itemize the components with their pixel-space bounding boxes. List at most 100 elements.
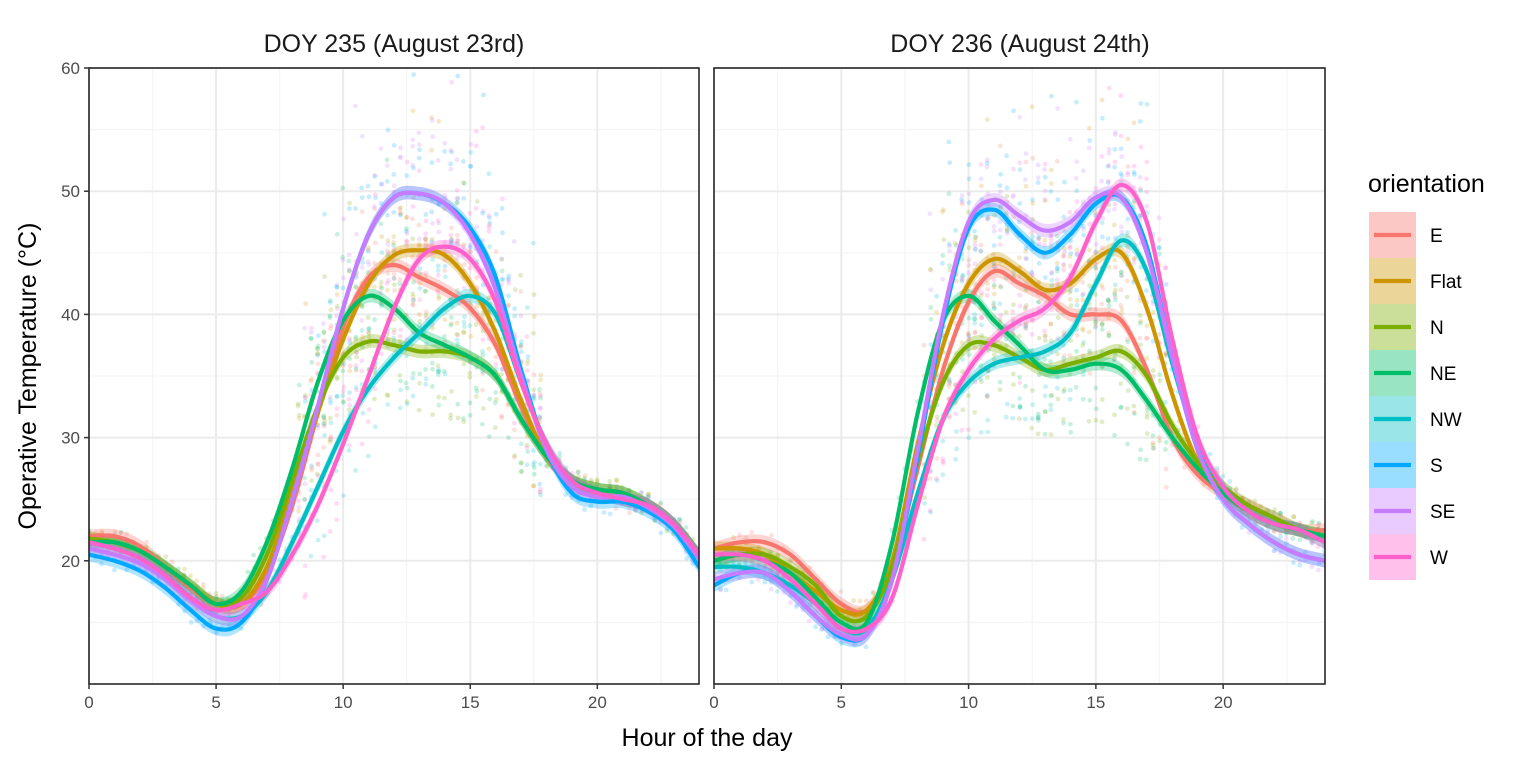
scatter-point [984,392,990,398]
scatter-point [378,200,384,206]
scatter-point [997,189,1003,195]
scatter-point [1004,401,1010,407]
scatter-point [1042,197,1048,202]
scatter-point [934,293,940,299]
scatter-point [1137,212,1143,218]
plot-area [89,72,699,637]
scatter-point [978,376,984,382]
scatter-point [328,400,334,406]
scatter-point [505,402,511,408]
scatter-point [480,387,485,393]
scatter-point [454,255,460,261]
scatter-point [1143,457,1149,463]
scatter-point [423,236,429,242]
legend-label: S [1430,456,1443,477]
panels-layer: 0 5 10 15 20 20 30 40 50 60 0 5 10 15 20 [61,59,1326,712]
scatter-point [429,147,434,153]
scatter-point [321,338,327,344]
scatter-point [454,196,460,201]
scatter-point [322,211,327,217]
scatter-point [934,478,940,483]
scatter-point [468,163,473,169]
scatter-point [984,117,990,123]
scatter-point [1010,382,1016,387]
scatter-point [946,139,952,145]
scatter-point [1296,522,1302,528]
scatter-point [652,518,658,524]
scatter-point [928,509,934,515]
scatter-point [486,346,492,352]
scatter-point [1112,257,1118,263]
scatter-point [1150,309,1156,315]
scatter-point [315,537,321,543]
scatter-point [499,257,505,263]
scatter-point [1042,333,1048,338]
scatter-point [1303,534,1309,540]
scatter-point [1162,399,1168,405]
scatter-point [1080,325,1086,331]
scatter-point [455,73,461,79]
scatter-point [921,342,927,348]
scatter-point [749,579,755,585]
scatter-point [1125,233,1131,239]
scatter-point [385,336,391,342]
scatter-point [960,272,966,278]
scatter-point [1029,425,1035,431]
scatter-point [397,372,403,378]
scatter-point [1124,229,1130,235]
scatter-point [435,263,441,269]
scatter-point [1271,528,1277,534]
scatter-point [385,241,391,247]
scatter-point [1067,296,1073,302]
scatter-point [334,394,340,399]
scatter-point [1029,331,1035,337]
scatter-point [979,322,984,328]
scatter-point [1074,302,1080,308]
scatter-point [684,555,690,561]
scatter-point [417,380,422,386]
scatter-point [512,313,518,319]
scatter-point [1105,236,1111,242]
scatter-point [487,215,492,221]
scatter-point [1131,364,1137,370]
scatter-point [144,539,150,545]
scatter-point [371,204,377,209]
scatter-point [1061,261,1067,267]
scatter-point [1054,266,1060,272]
scatter-point [385,393,391,399]
scatter-point [1017,404,1023,410]
scatter-point [378,279,384,285]
scatter-point [449,388,454,394]
scatter-point [359,317,365,323]
scatter-point [397,212,403,218]
scatter-point [366,330,372,336]
scatter-point [379,303,385,309]
scatter-point [435,363,441,369]
scatter-point [1035,414,1041,420]
scatter-point [787,600,793,605]
scatter-point [972,329,978,335]
scatter-point [991,277,997,283]
scatter-point [537,391,543,396]
scatter-point [1099,234,1105,240]
scatter-point [972,261,978,267]
scatter-point [1233,487,1239,493]
scatter-point [302,497,308,502]
scatter-point [499,268,505,274]
scatter-point [537,489,543,495]
scatter-point [1163,265,1168,271]
scatter-point [1105,180,1111,185]
scatter-point [581,475,587,481]
scatter-point [531,330,536,336]
scatter-point [423,376,429,382]
scatter-point [423,218,429,224]
scatter-point [467,400,473,406]
scatter-point [1080,327,1086,333]
scatter-point [442,274,448,280]
scatter-point [448,161,454,167]
scatter-point [718,587,724,593]
scatter-point [632,506,638,512]
scatter-point [991,356,997,362]
scatter-point [1017,114,1023,120]
scatter-point [1086,125,1092,131]
